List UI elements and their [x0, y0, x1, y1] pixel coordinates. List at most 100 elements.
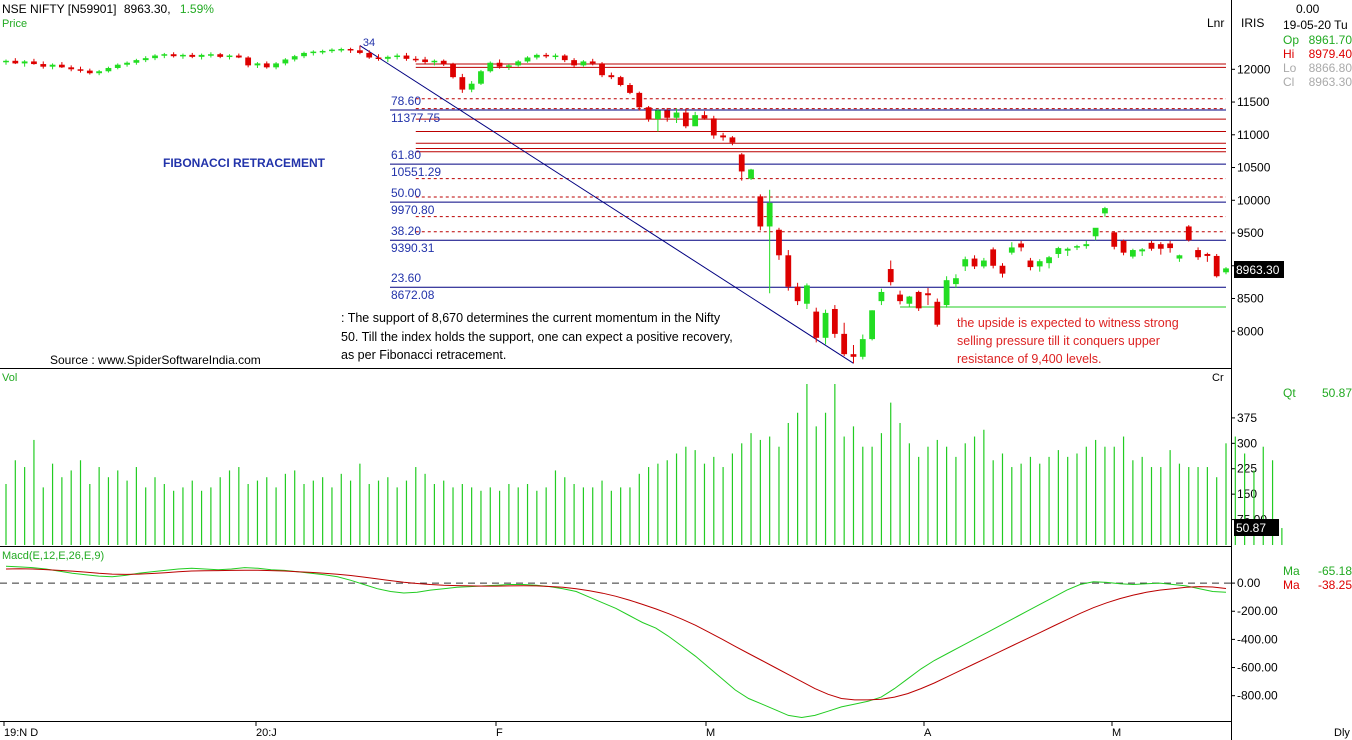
candle	[310, 50, 317, 56]
candle	[748, 168, 754, 180]
candle-body	[841, 333, 848, 355]
candle	[1046, 255, 1052, 269]
candle	[1185, 225, 1192, 242]
info-open-label: Op	[1283, 33, 1299, 47]
candle-body	[701, 115, 708, 119]
candle-body	[552, 55, 559, 58]
candle	[701, 111, 708, 120]
candle	[636, 91, 643, 111]
candle-body	[21, 61, 28, 64]
candle	[77, 66, 84, 73]
fib-level-pct: 38.20	[391, 224, 421, 238]
price-tick-label: 10500	[1237, 161, 1271, 175]
candle	[133, 58, 140, 65]
candle-body	[3, 60, 9, 63]
candle	[431, 59, 438, 66]
candle	[384, 55, 391, 63]
candle-body	[720, 135, 726, 138]
candle	[1102, 206, 1108, 217]
candle	[906, 295, 913, 308]
candle	[1176, 254, 1183, 262]
candle-body	[822, 312, 829, 338]
candle-body	[533, 54, 540, 58]
candle-body	[394, 55, 401, 58]
candle	[710, 115, 717, 139]
candle	[1027, 257, 1034, 271]
candle-body	[1074, 246, 1080, 248]
candle-body	[133, 60, 140, 63]
price-tick-label: 12000	[1237, 62, 1271, 76]
candle-body	[1018, 243, 1025, 248]
candle	[897, 290, 903, 305]
fib-level-value: 10551.29	[391, 165, 441, 179]
candle	[105, 66, 112, 73]
candle	[161, 52, 168, 59]
candle-body	[897, 294, 903, 302]
x-tick-label: M	[706, 727, 715, 739]
macd-panel-label: Macd(E,12,E,26,E,9)	[2, 550, 104, 562]
candle	[152, 54, 158, 61]
x-tick-label: 20:J	[256, 727, 277, 739]
candle	[217, 52, 224, 59]
info-low-label: Lo	[1283, 61, 1297, 75]
info-date: 19-05-20 Tu	[1283, 18, 1348, 32]
candle	[999, 263, 1006, 278]
info-high-label: Hi	[1283, 47, 1294, 61]
candle	[627, 83, 633, 95]
support-note-line-2: 50. Till the index holds the support, on…	[341, 330, 733, 344]
candle	[478, 69, 484, 86]
candle-body	[487, 62, 494, 72]
candle-body	[403, 55, 410, 59]
candle	[403, 52, 410, 61]
candle-body	[850, 354, 857, 357]
candle-body	[589, 61, 596, 64]
candle-body	[1167, 243, 1174, 249]
candle-body	[1046, 257, 1052, 264]
candle-body	[673, 112, 680, 118]
swing-trendline	[359, 45, 854, 364]
macd-tick-label: 0.00	[1237, 576, 1261, 590]
candle	[394, 53, 401, 60]
candle	[580, 60, 587, 67]
last-price-tag: 8963.30	[1236, 263, 1280, 277]
candle	[645, 105, 652, 122]
candle-body	[571, 60, 577, 66]
candle	[68, 65, 75, 72]
candle	[887, 260, 894, 286]
x-axis: 19:N D 20:J F M A M	[3, 721, 1121, 739]
candle-body	[440, 60, 447, 65]
fibonacci-levels: 78.60 11377.75 61.80 10551.29 50.00 9970.80 38…	[390, 94, 1226, 302]
candle-body	[1195, 250, 1201, 258]
candle-body	[105, 67, 112, 72]
candle	[1064, 247, 1071, 256]
candle-body	[96, 71, 103, 74]
candle-body	[710, 118, 717, 136]
candle-body	[152, 55, 158, 59]
candle-body	[794, 286, 801, 302]
candle-body	[40, 64, 47, 67]
candle-body	[971, 258, 978, 267]
candle	[1092, 227, 1099, 241]
candle-body	[77, 69, 84, 71]
price-panel-label: Price	[2, 18, 27, 30]
candle-body	[943, 280, 950, 306]
fib-level-pct: 50.00	[391, 186, 421, 200]
candle	[1120, 239, 1127, 256]
candle	[599, 62, 605, 78]
candle-body	[831, 308, 838, 334]
macd-tick-label: -800.00	[1237, 689, 1278, 703]
candle	[561, 54, 568, 63]
candle	[245, 56, 252, 68]
svg-text:NSE NIFTY [N59901] 8963.30: NSE NIFTY [N59901] 8963.30, 1.59%	[2, 2, 214, 16]
candle-body	[338, 48, 345, 51]
candle-body	[1055, 248, 1062, 254]
price-tick-label: 9500	[1237, 226, 1264, 240]
candle-body	[347, 48, 354, 51]
candle	[468, 81, 475, 93]
candle-body	[217, 54, 224, 57]
fib-level-pct: 78.60	[391, 94, 421, 108]
candle	[96, 69, 103, 76]
fib-start-label: 34	[363, 37, 375, 49]
candle-body	[301, 52, 307, 57]
